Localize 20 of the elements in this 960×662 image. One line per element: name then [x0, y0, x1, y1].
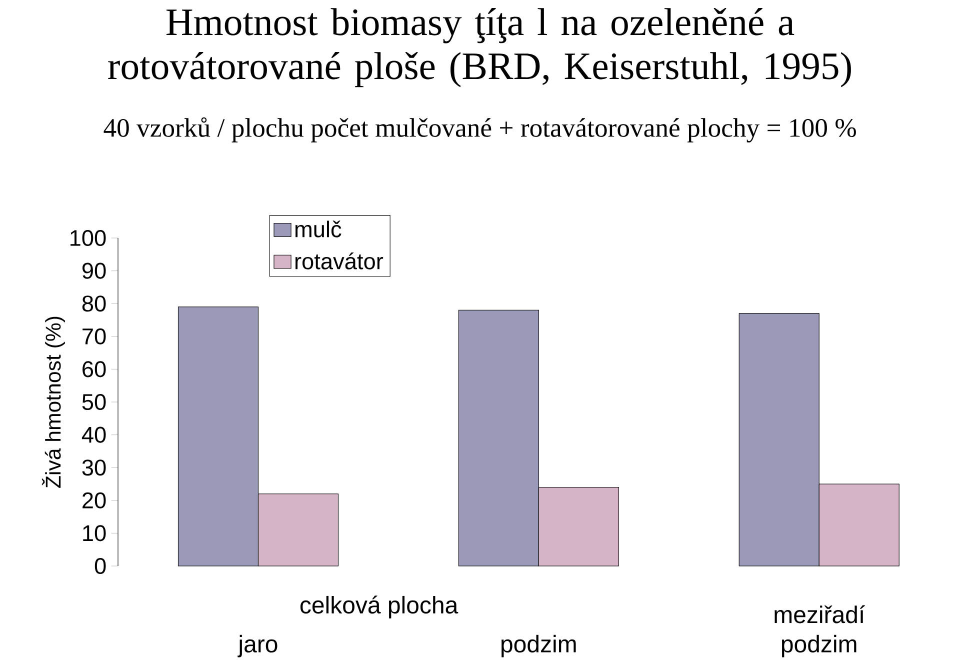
- text: celková plocha: [300, 596, 458, 618]
- x-tick-label: jaro: [238, 634, 278, 658]
- y-tick-label: 60: [82, 361, 106, 378]
- y-tick-label: 20: [82, 492, 106, 508]
- y-tick-label: 30: [82, 460, 106, 476]
- legend-label: rotavátor: [295, 252, 384, 270]
- y-tick-label: 0: [94, 558, 106, 574]
- y-tick-label: 40: [82, 426, 106, 443]
- x-tick-label: meziřadí podzim: [774, 605, 865, 658]
- chart-subtitle: 40 vzorků / plochu počet mulčované + rotavátorované plochy = 100 %: [104, 117, 856, 142]
- chart-title: Hmotnost biomasy ţíţa l na ozeleněné a rotovátorované ploše (BRD, Keiserstuhl, 1995): [108, 8, 851, 88]
- y-tick-label: 90: [82, 262, 106, 279]
- y-axis-title: Živá hmotnost (%): [42, 316, 65, 488]
- x-tick-label: podzim: [502, 634, 576, 658]
- legend-label: mulč: [295, 220, 342, 238]
- y-tick-label: 80: [82, 296, 106, 312]
- y-tick-label: 70: [82, 328, 106, 344]
- y-tick-label: 100: [70, 230, 106, 246]
- y-tick-label: 10: [83, 525, 106, 542]
- y-tick-label: 50: [82, 394, 106, 410]
